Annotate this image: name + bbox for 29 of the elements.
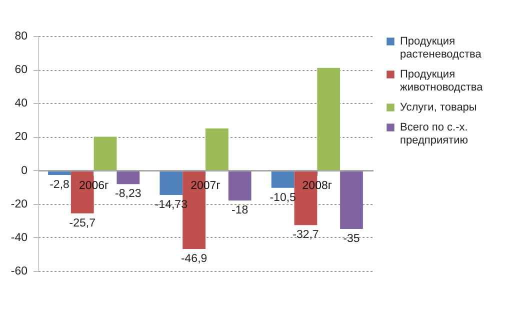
bar <box>317 68 340 170</box>
legend-label: Продукция растеневодства <box>400 36 482 60</box>
data-label: -2,8 <box>50 178 70 191</box>
data-label: -32,7 <box>292 229 319 242</box>
data-label: -25,7 <box>69 217 96 230</box>
data-label: -18 <box>232 204 248 216</box>
y-tick-label: -20 <box>10 198 28 210</box>
bar <box>228 170 252 200</box>
y-tick-label: 40 <box>14 98 28 110</box>
bar <box>206 128 228 170</box>
bar <box>340 170 363 230</box>
legend-label: Услуги, товары <box>400 102 477 114</box>
x-tick-label: 2008г <box>302 180 332 192</box>
y-tick-label: 20 <box>14 131 28 144</box>
y-tick-label: 80 <box>14 30 28 42</box>
y-tick-label: -40 <box>10 232 28 244</box>
data-label: -46,9 <box>180 253 208 266</box>
x-tick-label: 2006г <box>78 180 109 192</box>
data-label: -35 <box>343 233 360 246</box>
bar <box>160 170 183 196</box>
y-tick-label: 60 <box>14 64 28 76</box>
bar <box>94 136 117 170</box>
bar <box>116 170 140 184</box>
y-tick-label: -60 <box>10 266 28 278</box>
bar <box>271 170 294 188</box>
legend-label: Всего по с.-х. предприятию <box>400 122 468 146</box>
y-tick-label: 0 <box>21 164 28 177</box>
data-label: -8,23 <box>115 188 142 200</box>
legend-label: Продукция животноводства <box>400 68 484 94</box>
